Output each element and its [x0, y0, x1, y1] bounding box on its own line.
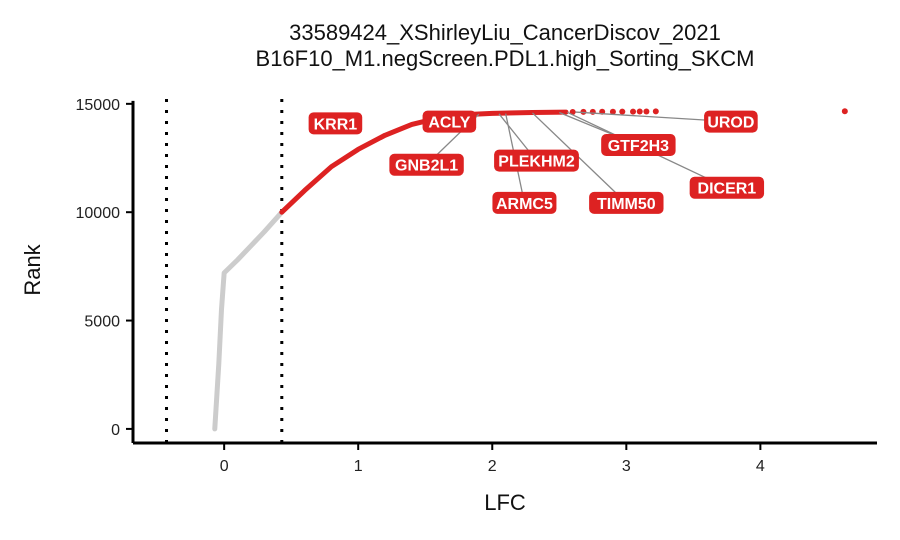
gene-label-box — [492, 191, 557, 214]
gene-label: DICER1 — [698, 181, 757, 198]
label-connector — [532, 112, 627, 204]
data-point — [841, 108, 848, 115]
y-tick-label: 5000 — [84, 314, 120, 331]
gene-label-box — [494, 149, 579, 172]
data-point — [652, 108, 659, 115]
gene-label-box — [689, 176, 765, 199]
data-point — [619, 108, 626, 115]
x-tick-label: 0 — [220, 458, 229, 475]
y-tick-label: 10000 — [76, 205, 121, 222]
gene-label: UROD — [707, 115, 754, 132]
data-point — [636, 108, 643, 115]
y-axis-title: Rank — [20, 243, 45, 295]
x-tick-label: 2 — [488, 458, 497, 475]
gene-label-box — [601, 134, 676, 157]
data-point — [589, 108, 596, 115]
data-point — [580, 108, 587, 115]
x-tick-label: 3 — [622, 458, 631, 475]
x-tick-label: 4 — [756, 458, 765, 475]
data-point — [643, 108, 650, 115]
gene-label-box — [589, 191, 664, 214]
highlight-series — [279, 109, 569, 215]
data-point — [630, 108, 637, 115]
gene-label: KRR1 — [314, 116, 358, 133]
gene-label: GTF2H3 — [608, 138, 669, 155]
gene-label: ARMC5 — [496, 196, 553, 213]
gene-label-box — [704, 110, 758, 133]
gene-label: TIMM50 — [597, 196, 656, 213]
x-axis-title: LFC — [484, 490, 526, 515]
gene-label-box — [389, 153, 464, 176]
gene-label-box — [422, 110, 477, 133]
plot-area: 0 1 2 3 4 0 5000 10000 15000 KRR1 ACLY GNB2L1 PLEKHM… — [76, 97, 877, 475]
chart-title-line-2: B16F10_M1.negScreen.PDL1.high_Sorting_SK… — [256, 46, 755, 71]
gene-label-box — [308, 112, 363, 135]
y-tick-label: 15000 — [76, 97, 121, 114]
gene-label: GNB2L1 — [395, 158, 458, 175]
data-point — [609, 108, 616, 115]
x-tick-label: 1 — [354, 458, 363, 475]
gene-label: ACLY — [428, 115, 470, 132]
chart-title-line-1: 33589424_XShirleyLiu_CancerDiscov_2021 — [289, 20, 721, 45]
background-series — [212, 209, 285, 432]
y-tick-label: 0 — [111, 422, 120, 439]
gene-label: PLEKHM2 — [498, 154, 575, 171]
